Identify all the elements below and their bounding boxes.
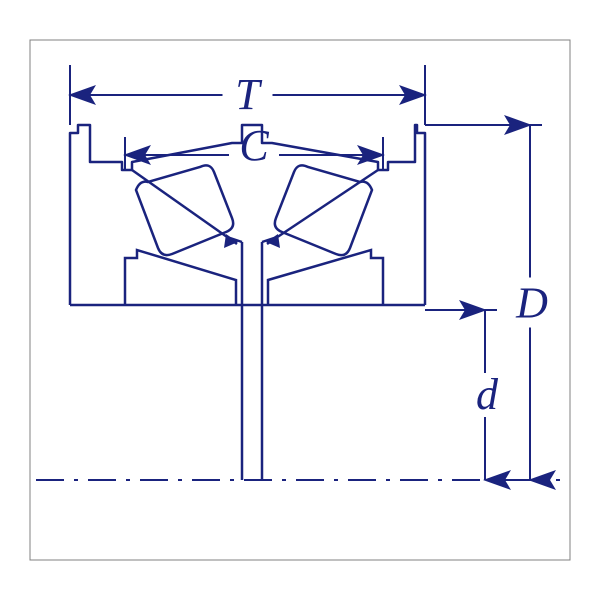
- label-d: d: [476, 370, 499, 419]
- cage-wedge-right: [266, 234, 280, 248]
- label-C: C: [239, 121, 269, 170]
- roller-right: [275, 165, 372, 255]
- label-T: T: [235, 70, 263, 119]
- margin-box: [30, 40, 570, 560]
- inner-ring-right: [268, 250, 383, 305]
- label-D: D: [515, 279, 548, 328]
- roller-left: [136, 165, 233, 255]
- inner-ring-left: [125, 250, 236, 305]
- cage-wedge-left: [224, 234, 238, 248]
